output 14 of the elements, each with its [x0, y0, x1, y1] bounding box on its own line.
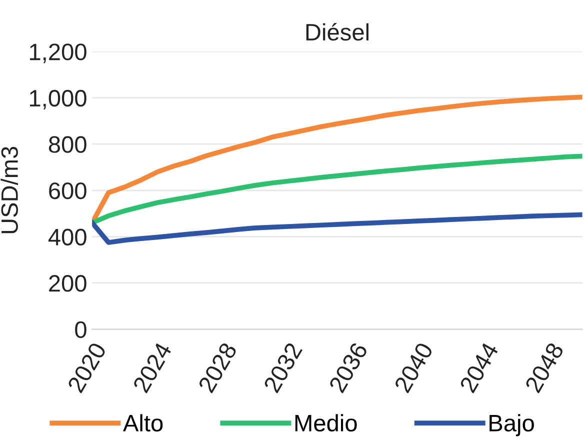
y-tick-label: 600: [49, 182, 86, 200]
y-tick-label: 400: [48, 228, 86, 246]
y-axis-title: USD/m3: [0, 146, 18, 234]
line-series: [92, 212, 582, 245]
chart-title: Diésel: [306, 23, 368, 41]
line-series: [92, 154, 582, 226]
y-tick-label: 1,200: [30, 44, 86, 64]
y-tick-label: 1,000: [30, 90, 86, 110]
y-tick-label: 800: [48, 136, 86, 153]
y-tick-label: 0: [75, 321, 86, 338]
legend-label: Alto: [122, 414, 163, 432]
legend-label: Medio: [295, 414, 357, 432]
legend-label: Bajo: [490, 414, 534, 436]
y-tick-label: 200: [49, 275, 86, 292]
